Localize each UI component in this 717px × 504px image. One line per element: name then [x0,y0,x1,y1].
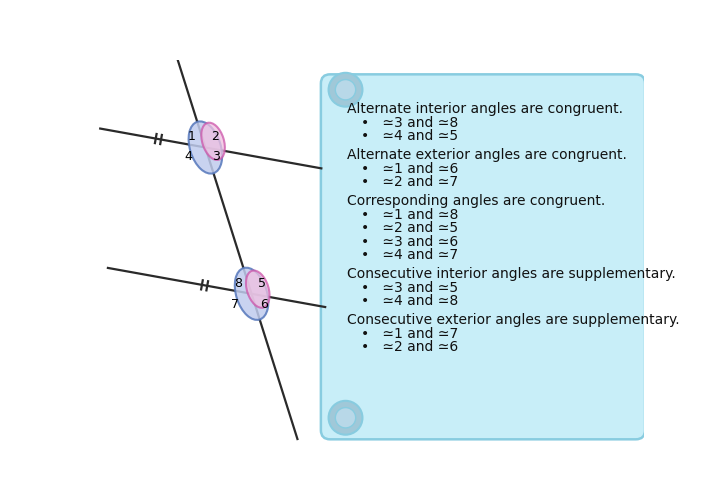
Text: 4: 4 [184,150,192,163]
Ellipse shape [189,121,222,173]
Text: •   ≃1 and ≃6: • ≃1 and ≃6 [361,162,458,176]
FancyBboxPatch shape [321,75,645,439]
Text: •   ≃3 and ≃5: • ≃3 and ≃5 [361,281,458,295]
Text: •   ≃1 and ≃7: • ≃1 and ≃7 [361,327,458,341]
Text: Alternate interior angles are congruent.: Alternate interior angles are congruent. [347,102,623,116]
Text: 6: 6 [260,298,268,311]
Text: Consecutive exterior angles are supplementary.: Consecutive exterior angles are suppleme… [347,313,680,327]
Text: 7: 7 [231,298,239,311]
Text: 3: 3 [212,150,220,163]
Ellipse shape [234,268,268,320]
Text: •   ≃4 and ≃8: • ≃4 and ≃8 [361,294,458,308]
Text: Consecutive interior angles are supplementary.: Consecutive interior angles are suppleme… [347,267,676,281]
Text: •   ≃2 and ≃6: • ≃2 and ≃6 [361,340,458,354]
Text: •   ≃3 and ≃6: • ≃3 and ≃6 [361,234,458,248]
Circle shape [336,80,356,100]
Text: •   ≃2 and ≃5: • ≃2 and ≃5 [361,221,458,235]
Text: Alternate exterior angles are congruent.: Alternate exterior angles are congruent. [347,148,627,162]
Text: •   ≃3 and ≃8: • ≃3 and ≃8 [361,116,458,130]
Ellipse shape [201,122,225,160]
Circle shape [328,73,363,107]
Text: •   ≃4 and ≃5: • ≃4 and ≃5 [361,129,458,143]
Text: 5: 5 [258,277,266,289]
Text: Corresponding angles are congruent.: Corresponding angles are congruent. [347,195,605,209]
Circle shape [328,401,363,434]
Text: •   ≃4 and ≃7: • ≃4 and ≃7 [361,247,458,262]
Text: •   ≃2 and ≃7: • ≃2 and ≃7 [361,175,458,189]
Text: 2: 2 [211,130,219,143]
Text: 8: 8 [234,277,242,289]
Text: 1: 1 [188,130,196,143]
Ellipse shape [246,271,270,308]
Circle shape [336,408,356,428]
Text: •   ≃1 and ≃8: • ≃1 and ≃8 [361,208,458,222]
